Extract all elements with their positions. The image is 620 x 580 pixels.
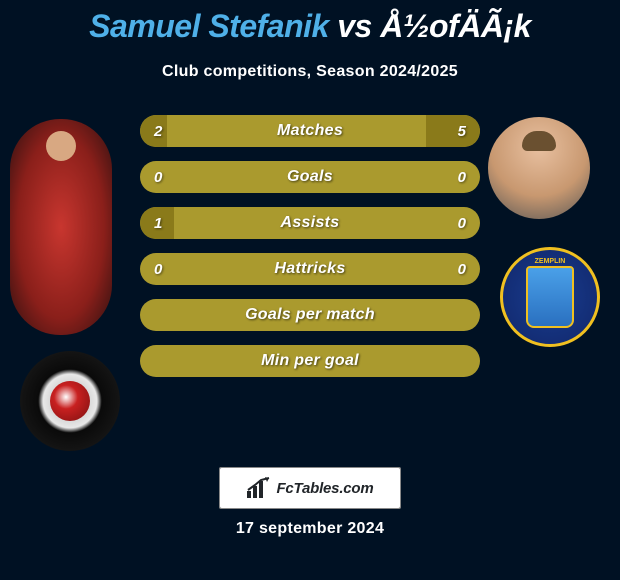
player2-avatar [488,117,590,219]
player2-name: Å½ofÄÃ¡k [380,8,531,44]
stat-label: Goals [287,168,333,186]
vs-label: vs [337,8,372,44]
stat-row: 0 Hattricks 0 [140,253,480,285]
footer-date: 17 september 2024 [236,520,384,538]
content-area: 2 Matches 5 0 Goals 0 1 Assists 0 0 Hattricks 0 Goal… [0,119,620,459]
player1-club-logo [20,351,120,451]
stat-right-value: 0 [458,261,466,278]
stat-label: Matches [277,122,343,140]
stat-row: Min per goal [140,345,480,377]
stat-left-value: 1 [154,215,162,232]
stat-label: Hattricks [274,260,345,278]
stat-label: Assists [280,214,339,232]
stat-right-value: 0 [458,169,466,186]
stat-row: 1 Assists 0 [140,207,480,239]
stat-right-value: 5 [458,123,466,140]
stat-left-value: 0 [154,169,162,186]
stat-right-value: 0 [458,215,466,232]
fctables-icon [246,477,272,499]
branding-text: FcTables.com [276,480,373,497]
player1-name: Samuel Stefanik [89,8,329,44]
stat-row: 2 Matches 5 [140,115,480,147]
stat-fill-right [426,115,480,147]
stat-label: Goals per match [245,306,375,324]
comparison-title: Samuel Stefanik vs Å½ofÄÃ¡k [0,0,620,45]
player2-club-logo [500,247,600,347]
stats-panel: 2 Matches 5 0 Goals 0 1 Assists 0 0 Hattricks 0 Goal… [140,115,480,391]
subtitle: Club competitions, Season 2024/2025 [0,63,620,81]
stat-row: Goals per match [140,299,480,331]
stat-row: 0 Goals 0 [140,161,480,193]
stat-left-value: 2 [154,123,162,140]
stat-left-value: 0 [154,261,162,278]
stat-label: Min per goal [261,352,359,370]
player1-avatar [10,119,112,335]
branding-badge: FcTables.com [220,468,400,508]
